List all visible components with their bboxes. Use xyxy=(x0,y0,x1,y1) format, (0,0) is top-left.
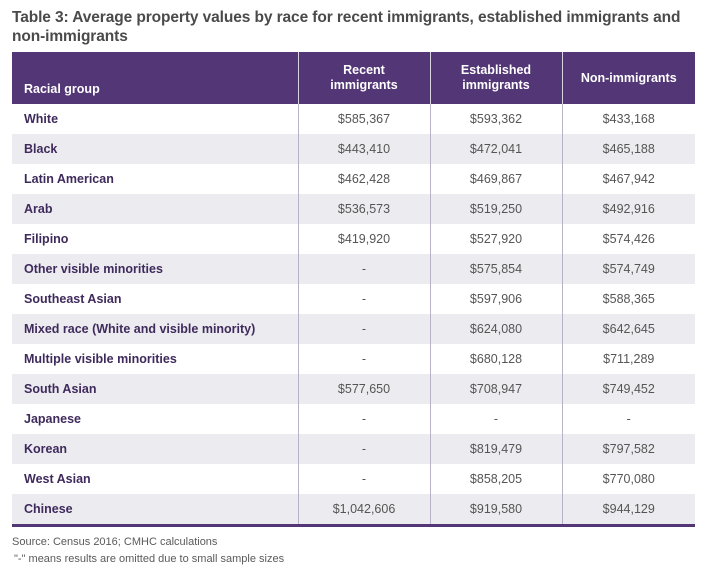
cell-recent-immigrants: - xyxy=(297,434,430,464)
cell-racial-group: Filipino xyxy=(24,232,69,246)
cell-racial-group: Other visible minorities xyxy=(12,254,298,284)
cell-recent-immigrants: - xyxy=(297,464,430,494)
cell-established-immigrants: $469,867 xyxy=(429,164,562,194)
cell-non-immigrants: $588,365 xyxy=(561,284,695,314)
table-row: Latin American $462,428 $469,867 $467,942 xyxy=(12,164,695,194)
table-body: White $585,367 $593,362 $433,168 Black $443,4… xyxy=(12,104,695,527)
table-row: Arab $536,573 $519,250 $492,916 xyxy=(12,194,695,224)
cell-racial-group: Multiple visible minorities xyxy=(24,352,177,366)
cell-racial-group: Japanese xyxy=(24,412,81,426)
cell-racial-group: Southeast Asian xyxy=(24,292,122,306)
cell-racial-group: South Asian xyxy=(12,374,298,404)
table-notes: Source: Census 2016; CMHC calculations "… xyxy=(12,534,284,568)
cell-recent-immigrants: - xyxy=(297,404,430,434)
cell-racial-group: Korean xyxy=(12,434,298,464)
header-recent-immigrants: Recent immigrants xyxy=(297,52,430,104)
cell-established-immigrants: $575,854 xyxy=(429,254,562,284)
source-note: Source: Census 2016; CMHC calculations xyxy=(12,536,218,548)
cell-established-immigrants: $680,128 xyxy=(429,344,562,374)
cell-established-immigrants: $858,205 xyxy=(429,464,562,494)
cell-established-immigrants: $593,362 xyxy=(429,104,562,134)
header-label: Established immigrants xyxy=(460,63,532,92)
cell-non-immigrants: $492,916 xyxy=(561,194,695,224)
cell-non-immigrants: $770,080 xyxy=(561,464,695,494)
cell-non-immigrants: $642,645 xyxy=(561,314,695,344)
header-label: Recent immigrants xyxy=(330,63,398,92)
cell-racial-group: West Asian xyxy=(24,472,91,486)
table-row: Multiple visible minorities - $680,128 $711… xyxy=(12,344,695,374)
cell-recent-immigrants: - xyxy=(297,344,430,374)
cell-established-immigrants: $597,906 xyxy=(429,284,562,314)
table-row: Southeast Asian - $597,906 $588,365 xyxy=(12,284,695,314)
omission-note: "-" means results are omitted due to sma… xyxy=(14,553,285,565)
cell-non-immigrants: $574,426 xyxy=(561,224,695,254)
cell-recent-immigrants: $585,367 xyxy=(297,104,430,134)
header-row: Racial group Recent immigrants Establishe… xyxy=(12,52,695,104)
table-row: Chinese $1,042,606 $919,580 $944,129 xyxy=(12,494,695,527)
cell-non-immigrants: $465,188 xyxy=(561,134,695,164)
cell-racial-group: Black xyxy=(12,134,298,164)
cell-racial-group: Latin American xyxy=(24,172,114,186)
cell-established-immigrants: $527,920 xyxy=(429,224,562,254)
cell-racial-group: Arab xyxy=(12,194,298,224)
header-non-immigrants: Non-immigrants xyxy=(561,52,695,104)
cell-established-immigrants: $708,947 xyxy=(429,374,562,404)
table-row: West Asian - $858,205 $770,080 xyxy=(12,464,695,494)
cell-non-immigrants: $711,289 xyxy=(561,344,695,374)
table-row: South Asian $577,650 $708,947 $749,452 xyxy=(12,374,695,404)
table-title: Table 3: Average property values by race… xyxy=(12,9,681,45)
table-row: Other visible minorities - $575,854 $574,74… xyxy=(12,254,695,284)
header-established-immigrants: Established immigrants xyxy=(429,52,562,104)
table-row: Black $443,410 $472,041 $465,188 xyxy=(12,134,695,164)
cell-recent-immigrants: $1,042,606 xyxy=(297,494,430,527)
cell-non-immigrants: $433,168 xyxy=(561,104,695,134)
cell-recent-immigrants: - xyxy=(297,314,430,344)
cell-racial-group: Mixed race (White and visible minority) xyxy=(12,314,298,344)
cell-established-immigrants: - xyxy=(429,404,562,434)
cell-non-immigrants: $574,749 xyxy=(561,254,695,284)
cell-recent-immigrants: $536,573 xyxy=(297,194,430,224)
table-row: Japanese - - - xyxy=(12,404,695,434)
cell-established-immigrants: $519,250 xyxy=(429,194,562,224)
cell-established-immigrants: $819,479 xyxy=(429,434,562,464)
cell-established-immigrants: $472,041 xyxy=(429,134,562,164)
table-row: Filipino $419,920 $527,920 $574,426 xyxy=(12,224,695,254)
cell-non-immigrants: $467,942 xyxy=(561,164,695,194)
cell-non-immigrants: - xyxy=(561,404,695,434)
cell-non-immigrants: $797,582 xyxy=(561,434,695,464)
cell-non-immigrants: $944,129 xyxy=(561,494,695,527)
cell-racial-group: Chinese xyxy=(12,494,298,527)
cell-recent-immigrants: $443,410 xyxy=(297,134,430,164)
property-values-table: Racial group Recent immigrants Establishe… xyxy=(12,52,695,527)
cell-established-immigrants: $919,580 xyxy=(429,494,562,527)
cell-non-immigrants: $749,452 xyxy=(561,374,695,404)
table-row: Mixed race (White and visible minority) -… xyxy=(12,314,695,344)
cell-established-immigrants: $624,080 xyxy=(429,314,562,344)
header-racial-group: Racial group xyxy=(12,52,298,104)
table-row: Korean - $819,479 $797,582 xyxy=(12,434,695,464)
cell-recent-immigrants: - xyxy=(297,284,430,314)
cell-recent-immigrants: - xyxy=(297,254,430,284)
cell-recent-immigrants: $462,428 xyxy=(297,164,430,194)
cell-recent-immigrants: $577,650 xyxy=(297,374,430,404)
table-row: White $585,367 $593,362 $433,168 xyxy=(12,104,695,134)
cell-recent-immigrants: $419,920 xyxy=(297,224,430,254)
cell-racial-group: White xyxy=(24,112,59,126)
